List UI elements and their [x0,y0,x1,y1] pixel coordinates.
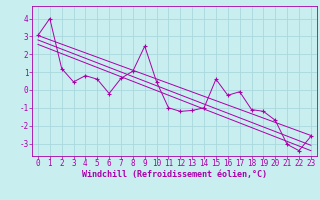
X-axis label: Windchill (Refroidissement éolien,°C): Windchill (Refroidissement éolien,°C) [82,170,267,179]
